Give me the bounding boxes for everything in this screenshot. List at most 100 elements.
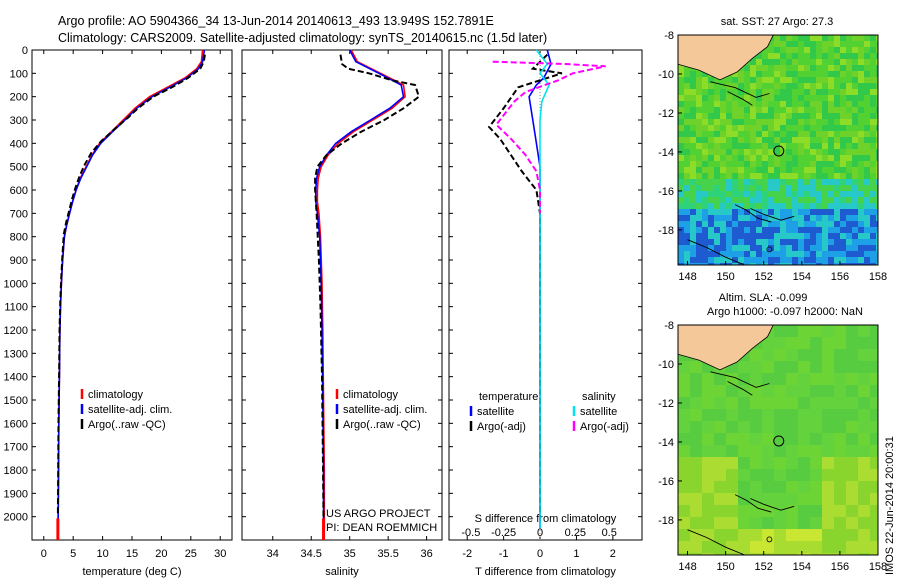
map-cell	[852, 89, 859, 96]
map-cell	[702, 167, 709, 174]
map-cell	[864, 239, 871, 246]
map-cell	[684, 77, 691, 84]
map-cell	[738, 505, 751, 518]
map-cell	[780, 263, 787, 265]
map-cell	[876, 95, 878, 102]
map-cell	[786, 155, 793, 162]
map-cell	[852, 167, 859, 174]
map-cell	[840, 167, 847, 174]
map-cell	[762, 263, 769, 265]
map-cell	[846, 119, 853, 126]
map-cell	[876, 215, 878, 222]
map-cell	[780, 89, 787, 96]
map-cell	[804, 113, 811, 120]
map-cell	[846, 107, 853, 114]
map-cell	[810, 35, 817, 42]
map-cell	[774, 107, 781, 114]
map-cell	[768, 71, 775, 78]
map-cell	[792, 71, 799, 78]
map-cell	[870, 517, 878, 530]
map-cell	[678, 409, 691, 422]
map-cell	[756, 83, 763, 90]
map-cell	[708, 239, 715, 246]
map-cell	[738, 397, 751, 410]
map-cell	[738, 101, 745, 108]
map-cell	[858, 89, 865, 96]
map-cell	[846, 445, 859, 458]
map-cell	[870, 421, 878, 434]
map-cell	[840, 215, 847, 222]
map-cell	[690, 197, 697, 204]
map-cell	[762, 409, 775, 422]
map-cell	[816, 167, 823, 174]
map-cell	[774, 325, 787, 338]
map-cell	[720, 143, 727, 150]
map-cell	[876, 227, 878, 234]
map-cell	[738, 239, 745, 246]
map-cell	[744, 95, 751, 102]
map-cell	[768, 257, 775, 264]
map-cell	[816, 245, 823, 252]
map-x-tick-label: 156	[831, 561, 849, 573]
map-cell	[810, 221, 817, 228]
map-cell	[762, 197, 769, 204]
map-cell	[750, 77, 757, 84]
map-cell	[744, 245, 751, 252]
x-tick-label: 20	[155, 548, 167, 560]
map-cell	[720, 185, 727, 192]
map-cell	[822, 65, 829, 72]
map-cell	[768, 209, 775, 216]
series-argo-raw-qc-	[314, 54, 421, 517]
map-cell	[696, 197, 703, 204]
map-cell	[726, 227, 733, 234]
map-x-tick-label: 156	[831, 271, 849, 283]
map-cell	[786, 541, 799, 554]
map-cell	[846, 325, 859, 338]
map-cell	[834, 325, 847, 338]
map-cell	[762, 59, 769, 66]
map-cell	[750, 185, 757, 192]
project-annotation: PI: DEAN ROEMMICH	[326, 522, 437, 534]
map-cell	[678, 517, 691, 530]
map-cell	[804, 59, 811, 66]
map-cell	[732, 125, 739, 132]
map-cell	[774, 361, 787, 374]
map-cell	[762, 529, 775, 542]
map-cell	[786, 71, 793, 78]
map-cell	[732, 161, 739, 168]
map-cell	[774, 481, 787, 494]
map-cell	[744, 71, 751, 78]
map-cell	[792, 155, 799, 162]
map-cell	[678, 173, 685, 180]
map-cell	[702, 203, 709, 210]
map-cell	[870, 337, 878, 350]
series-temperature-argo-adj-	[487, 53, 563, 517]
map-cell	[678, 493, 691, 506]
map-cell	[864, 233, 871, 240]
map-cell	[780, 209, 787, 216]
map-y-tick-label: -8	[664, 320, 674, 332]
map-cell	[846, 83, 853, 90]
map-cell	[750, 361, 763, 374]
map-cell	[762, 119, 769, 126]
map-cell	[714, 95, 721, 102]
map-cell	[846, 125, 853, 132]
map-cell	[816, 203, 823, 210]
map-cell	[696, 173, 703, 180]
map-cell	[810, 143, 817, 150]
map-cell	[816, 191, 823, 198]
map-cell	[780, 227, 787, 234]
map-cell	[846, 263, 853, 265]
map-cell	[756, 125, 763, 132]
map-cell	[744, 179, 751, 186]
map-cell	[846, 35, 853, 42]
map-cell	[798, 445, 811, 458]
map-cell	[678, 143, 685, 150]
map-cell	[732, 185, 739, 192]
map-cell	[696, 113, 703, 120]
map-cell	[684, 113, 691, 120]
depth-tick-label: 800	[10, 232, 28, 244]
map-cell	[756, 149, 763, 156]
map-cell	[816, 95, 823, 102]
map-cell	[858, 233, 865, 240]
